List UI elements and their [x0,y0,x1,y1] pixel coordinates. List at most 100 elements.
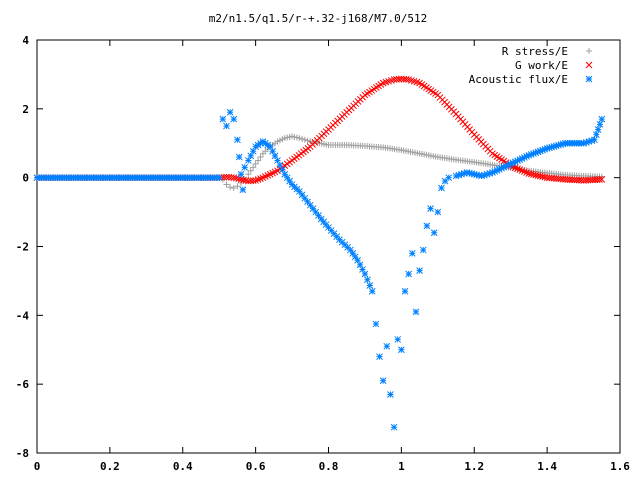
data-point [591,136,598,144]
data-point-interp [486,170,494,177]
y-tick-label: 4 [22,34,29,47]
data-point [412,308,420,316]
data-point [441,177,449,185]
data-point [244,157,252,164]
data-point [463,169,471,176]
data-point-interp [356,261,364,269]
data-point-interp [264,172,272,179]
legend-marker [586,48,592,54]
data-point [452,172,460,180]
data-point-interp [293,134,300,141]
data-point [438,184,445,192]
data-point-interp [530,150,537,157]
data-point-interp [466,169,473,177]
data-point [237,170,245,178]
data-point-interp [312,208,320,216]
data-point [306,201,314,209]
data-point-interp [279,136,286,143]
data-point [266,143,274,151]
data-point [416,267,423,274]
data-point-interp [523,169,530,176]
data-point-interp [309,205,317,212]
data-point-interp [557,141,565,148]
data-point [525,151,533,159]
data-point-interp [359,266,366,273]
data-point-interp [509,159,517,167]
data-point-interp [359,93,367,101]
data-point-interp [255,157,262,164]
data-point-interp [520,154,528,161]
data-point-interp [247,177,255,185]
data-point [219,115,227,123]
data-point [281,170,289,178]
x-tick-label: 0 [34,460,41,473]
data-point-interp [269,147,276,155]
data-point-interp [225,173,233,181]
data-point [226,108,234,116]
data-point [245,171,252,178]
data-point-interp [495,165,503,173]
data-point-interp [366,282,374,289]
data-point [398,346,405,354]
data-point-interp [487,161,494,168]
data-point-interp [498,164,505,172]
data-point-interp [546,144,553,152]
data-point-interp [298,191,306,199]
data-point-interp [271,168,279,176]
data-point-interp [278,166,286,173]
data-point-interp [585,138,593,145]
data-point-interp [473,171,481,179]
data-point-interp [293,185,301,193]
data-point-interp [534,148,542,156]
data-point-interp [516,166,524,173]
data-point-interp [493,166,501,174]
data-point-interp [272,140,279,147]
data-point [235,153,243,161]
data-point [252,160,259,167]
data-point [227,184,234,191]
data-point-interp [536,147,544,155]
y-tick-label: 2 [22,103,29,116]
data-point-interp [480,171,488,179]
data-point-interp [511,158,519,166]
data-point-interp [400,75,408,83]
data-point [234,136,241,144]
data-point [354,256,362,264]
x-tick-label: 0.8 [319,460,339,473]
data-point-interp [516,156,524,163]
data-point-interp [505,161,512,169]
data-point [230,115,238,123]
data-point-interp [344,244,351,251]
data-point-interp [322,221,330,229]
data-point-interp [104,174,111,182]
data-point [489,169,496,176]
data-point-interp [594,126,602,133]
data-point-interp [532,149,540,157]
data-point-interp [527,151,535,158]
data-point-interp [271,152,279,160]
data-point [408,250,416,257]
legend-label: G work/E [515,59,568,72]
data-point-interp [458,170,465,178]
data-point-interp [518,167,526,174]
data-point-interp [250,164,257,171]
data-point-interp [276,161,284,169]
data-point-interp [247,152,255,160]
data-point-interp [413,78,421,86]
data-point [470,170,478,178]
data-point-interp [351,253,359,261]
data-point-interp [596,120,604,128]
data-point-interp [333,233,341,240]
data-point [401,287,409,295]
data-point [383,342,391,350]
data-point [252,143,259,151]
data-point [387,391,394,398]
data-point [368,287,376,295]
data-point-interp [593,176,601,183]
data-point [376,353,383,360]
series-layer [33,75,606,431]
data-point-interp [588,137,596,145]
data-point [259,138,267,145]
